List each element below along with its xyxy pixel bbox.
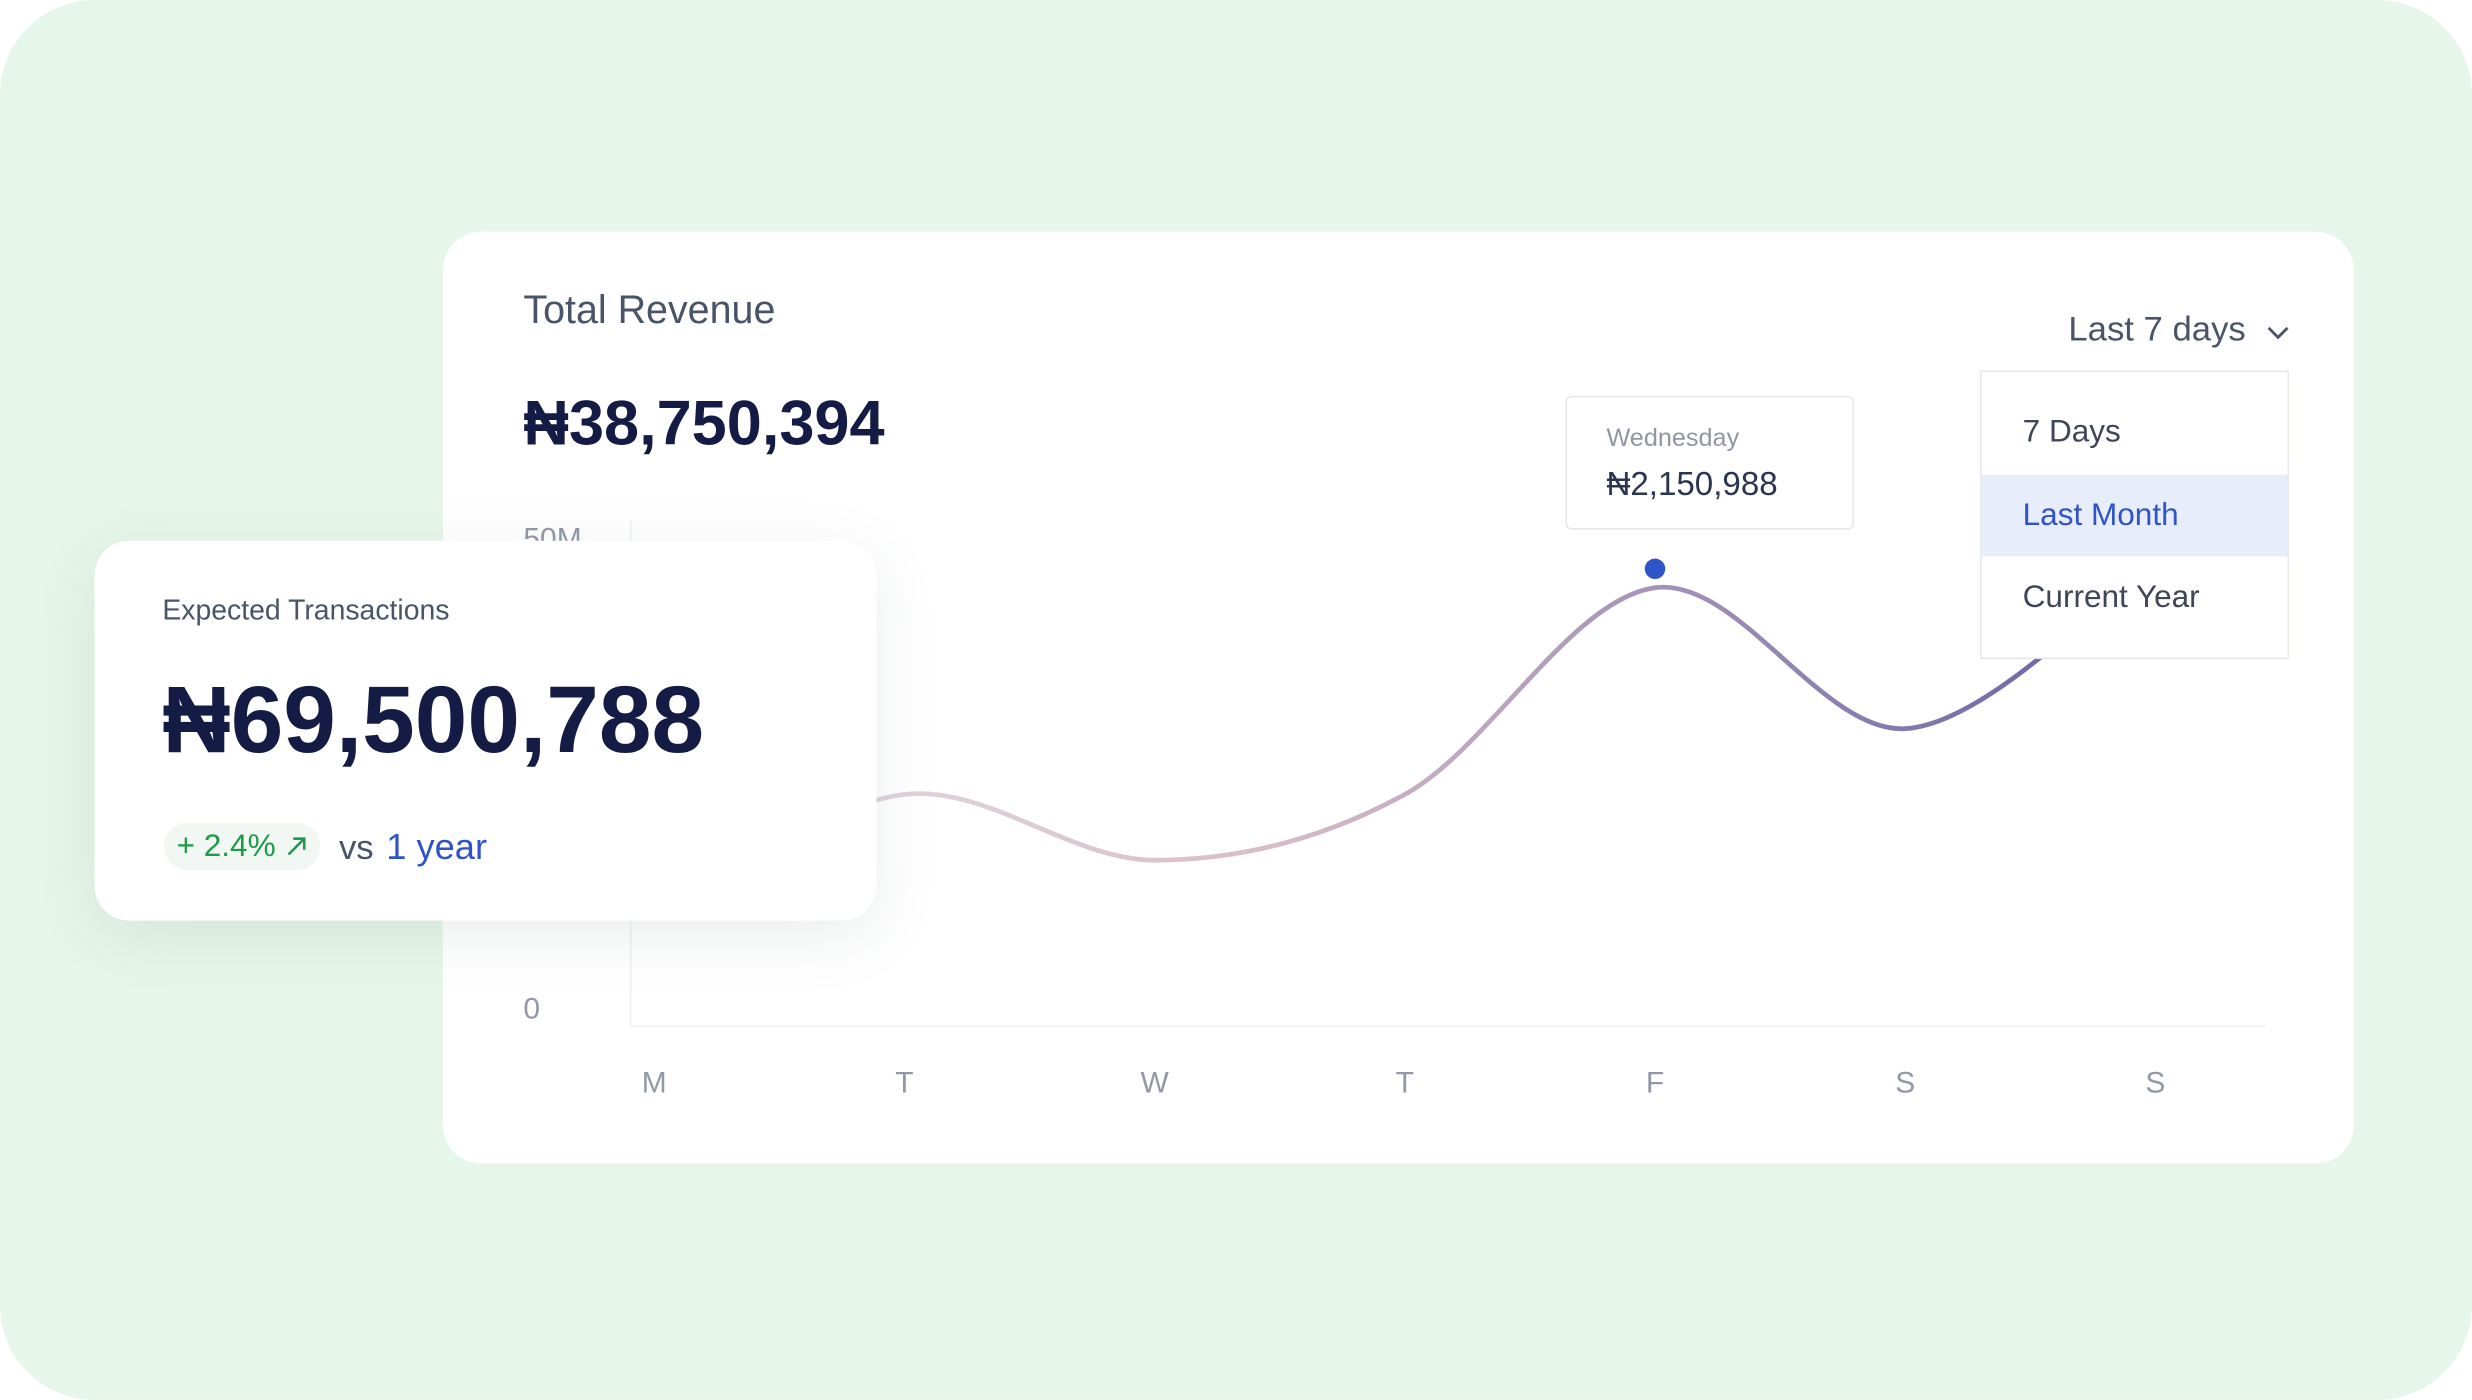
x-tick-label: M xyxy=(642,1067,667,1100)
dropdown-option[interactable]: Last Month xyxy=(1981,473,2288,556)
comparison-period[interactable]: 1 year xyxy=(386,826,488,868)
highlight-dot xyxy=(1644,558,1666,580)
period-select[interactable]: Last 7 days xyxy=(2068,308,2290,349)
dropdown-option[interactable]: Current Year xyxy=(2022,580,2200,615)
card-title: Expected Transactions xyxy=(162,594,450,626)
tooltip-label: Wednesday xyxy=(1606,425,1740,453)
change-badge: + 2.4% xyxy=(163,822,320,871)
comparison-prefix: vs xyxy=(338,827,374,868)
tooltip-value: ₦2,150,988 xyxy=(1606,466,1778,503)
tooltip: Wednesday ₦2,150,988 xyxy=(1565,395,1854,530)
arrow-up-right xyxy=(287,837,306,856)
period-label: Last 7 days xyxy=(2068,308,2246,349)
revenue-line xyxy=(653,557,2157,919)
change-value: + 2.4% xyxy=(176,828,276,864)
y-tick-label: 0 xyxy=(523,992,540,1025)
x-tick-label: S xyxy=(1895,1067,1915,1100)
x-tick-label: T xyxy=(1396,1067,1414,1100)
x-tick-label: S xyxy=(2145,1067,2165,1100)
expected-card: Expected Transactions ₦69,500,788 + 2.4%… xyxy=(94,540,877,921)
dropdown-menu: 7 Days Last Month Current Year xyxy=(1980,370,2290,659)
chevron xyxy=(2267,326,2288,340)
card-title: Total Revenue xyxy=(523,288,776,333)
x-tick-label: F xyxy=(1646,1067,1664,1100)
revenue-amount: ₦38,750,394 xyxy=(523,389,885,459)
dropdown-option[interactable]: 7 Days xyxy=(2022,414,2121,450)
x-tick-label: T xyxy=(895,1067,913,1100)
expected-amount: ₦69,500,788 xyxy=(162,666,705,773)
x-tick-label: W xyxy=(1140,1067,1169,1100)
